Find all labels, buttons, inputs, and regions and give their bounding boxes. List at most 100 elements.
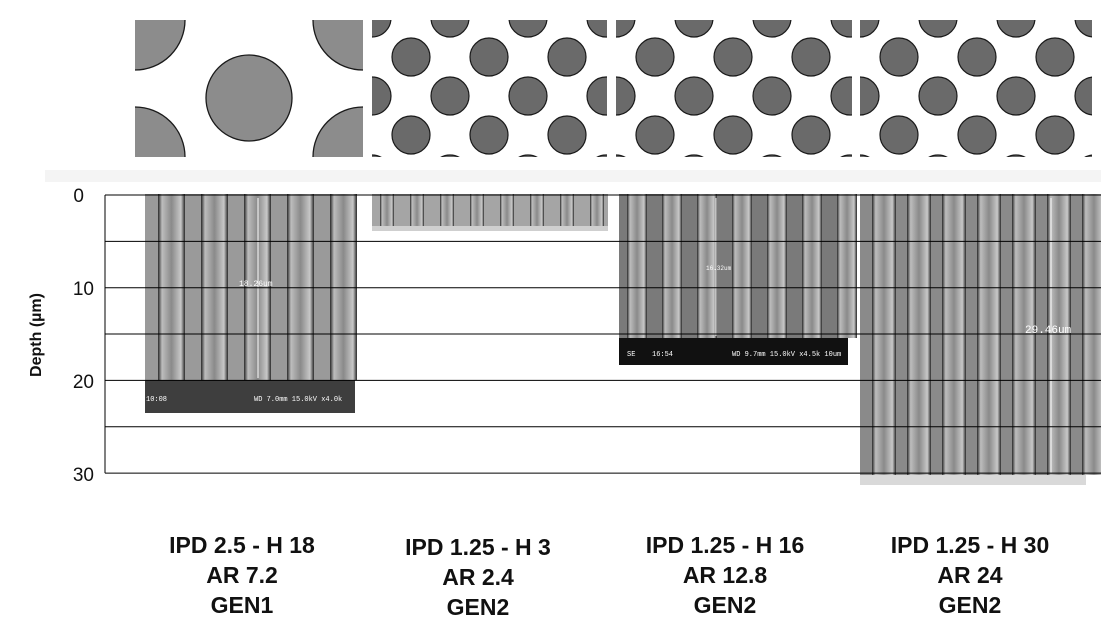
caption-3-line-1: IPD 1.25 - H 16 [645, 532, 805, 558]
pillar-circle [135, 106, 186, 157]
pillar-circle [508, 20, 548, 38]
sem-pillar [530, 194, 544, 226]
sem-image-gen2-h3 [372, 194, 608, 231]
sem-info-label: WD 9.7mm 15.0kV x4.5k 10um [732, 351, 841, 359]
pillar-circle [674, 20, 714, 38]
pillar-circle [830, 20, 852, 38]
caption-1-line-1: IPD 2.5 - H 18 [169, 532, 315, 558]
pillar-circle [1006, 154, 1026, 157]
sem-substrate [619, 338, 848, 365]
pillar-circle [616, 76, 636, 116]
pillar-circle [1035, 115, 1075, 155]
y-tick-0: 0 [73, 186, 84, 207]
y-tick-30: 30 [73, 465, 94, 486]
caption-sample-3: IPD 1.25 - H 16 AR 12.8 GEN2 [605, 530, 845, 620]
y-tick-20: 20 [73, 372, 94, 393]
pillar-circle [616, 154, 626, 157]
caption-sample-1: IPD 2.5 - H 18 AR 7.2 GEN1 [122, 530, 362, 620]
pillar-circle [752, 76, 792, 116]
pillar-circle [547, 37, 587, 77]
pillar-circle [135, 20, 186, 71]
sem-detector-label: SE [627, 351, 635, 359]
pillar-circle [830, 76, 852, 116]
pillar-circle [312, 106, 363, 157]
sem-pillar [590, 194, 604, 226]
sem-pillar [440, 194, 454, 226]
y-axis-label: Depth (µm) [28, 293, 45, 377]
sem-pillar [201, 194, 228, 380]
pillar-circle [275, 0, 313, 37]
pillar-circle [957, 115, 997, 155]
caption-1-line-2: AR 7.2 [206, 562, 278, 588]
pillar-circle [205, 54, 293, 142]
caption-sample-4: IPD 1.25 - H 30 AR 24 GEN2 [850, 530, 1090, 620]
y-tick-10: 10 [73, 279, 94, 300]
pillar-circle [1074, 20, 1092, 38]
y-axis: 0 10 20 30 Depth (µm) [28, 186, 94, 486]
pillar-circle [372, 76, 392, 116]
pillar-circle [1074, 76, 1092, 116]
pillar-circle [596, 154, 607, 157]
caption-2-line-3: GEN2 [446, 594, 510, 620]
sem-time-label: 10:08 [146, 396, 167, 404]
pillar-circle [440, 154, 460, 157]
sem-pillar [560, 194, 574, 226]
sem-pillar [837, 194, 857, 338]
caption-3-line-3: GEN2 [693, 592, 757, 618]
pillar-circle [752, 20, 792, 38]
pillar-circle [860, 154, 870, 157]
pillar-circle [469, 115, 509, 155]
sem-pillar [627, 194, 647, 338]
sem-measure-label: 18.26um [239, 280, 273, 289]
sem-image-gen2-h30: 29.46um [860, 194, 1101, 485]
pillar-circle [635, 115, 675, 155]
sem-pillar [500, 194, 514, 226]
pillar-circle [430, 20, 470, 38]
pillar-circle [430, 76, 470, 116]
pillar-circle [547, 115, 587, 155]
pillar-circle [1084, 154, 1092, 157]
sem-pillar [287, 194, 314, 380]
pillar-circle [391, 115, 431, 155]
pillar-circle [879, 37, 919, 77]
sem-image-gen1: 18.26um 10:08 WD 7.0mm 15.0kV x4.0k [145, 194, 357, 413]
pillar-circle [918, 20, 958, 38]
pillar-circle [918, 76, 958, 116]
pillar-circle [840, 154, 852, 157]
sem-image-gen2-h16: 16.32um SE 16:54 WD 9.7mm 15.0kV x4.5k 10um [619, 194, 857, 365]
pillar-circle [928, 154, 948, 157]
sem-substrate [145, 380, 355, 413]
depth-gridlines [104, 194, 1101, 474]
pillar-circle [312, 20, 363, 71]
sem-time-label: 16:54 [652, 351, 673, 359]
sem-substrate [860, 475, 1086, 485]
pillar-circle [957, 37, 997, 77]
sem-measure-label: 16.32um [706, 265, 732, 272]
sem-pillar [470, 194, 484, 226]
pillar-layout-gen2-h16 [616, 20, 852, 157]
sem-info-label: WD 7.0mm 15.0kV x4.0k [254, 396, 342, 404]
pillar-circle [860, 20, 880, 38]
pillar-circle [586, 20, 607, 38]
pillar-circle [674, 76, 714, 116]
sem-pillar [410, 194, 424, 226]
pillar-circle [791, 115, 831, 155]
caption-4-line-1: IPD 1.25 - H 30 [890, 532, 1050, 558]
sem-pillar [662, 194, 682, 338]
caption-2-line-2: AR 2.4 [442, 564, 514, 590]
sem-pillar [330, 194, 357, 380]
pillar-layout-gen2-h30 [860, 20, 1092, 157]
sem-substrate [372, 226, 608, 231]
sem-measure-label: 29.46um [1025, 325, 1072, 337]
pillar-circle [1035, 37, 1075, 77]
caption-1-line-3: GEN1 [210, 592, 274, 618]
sem-pillar [380, 194, 394, 226]
sem-pillar [732, 194, 752, 338]
pillar-circle [762, 154, 782, 157]
panel-divider [45, 170, 1101, 182]
pillar-layout-gen2-h3 [275, 0, 607, 157]
caption-3-line-2: AR 12.8 [682, 562, 768, 588]
sem-pillar [767, 194, 787, 338]
sem-pillar [158, 194, 185, 380]
pillar-circle [996, 76, 1036, 116]
